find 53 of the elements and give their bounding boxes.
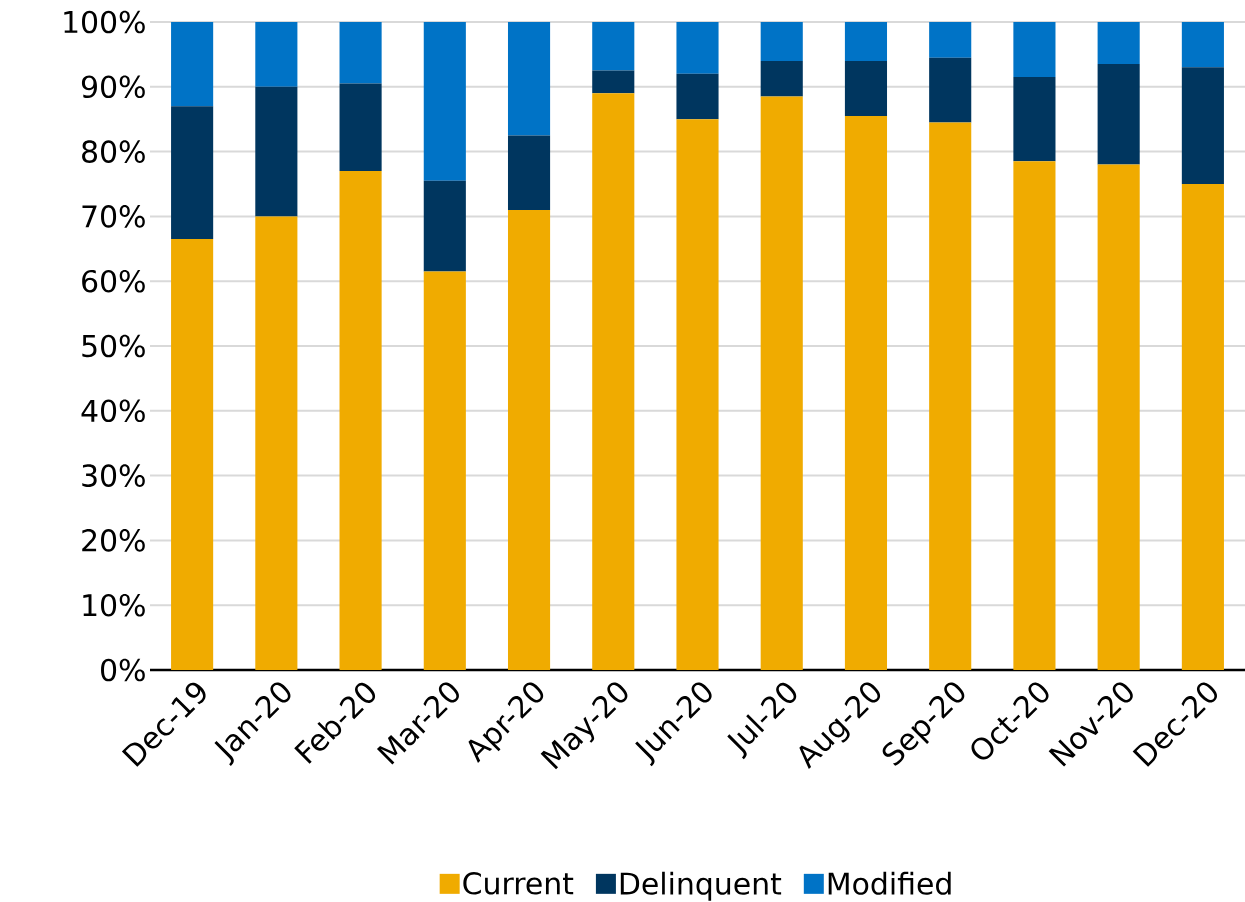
bar (339, 83, 382, 172)
y-tick-label: 90% (81, 75, 145, 99)
y-tick-label: 20% (82, 529, 145, 552)
bar (929, 122, 972, 670)
bar (592, 21, 635, 71)
legend-label: Delinquent (620, 871, 782, 901)
legend-label: Current (463, 872, 574, 895)
bar (423, 21, 466, 181)
y-tick-label: 50% (82, 334, 145, 358)
bar (423, 180, 466, 272)
bar (507, 21, 551, 136)
bar (844, 21, 888, 61)
y-tick-label: 10% (83, 593, 145, 617)
legend-label: Modified (828, 871, 951, 895)
bar (676, 119, 719, 670)
bar (760, 96, 803, 670)
y-tick-label: 60% (82, 269, 145, 293)
bar (1097, 164, 1140, 670)
bar (592, 93, 635, 670)
bar (760, 21, 803, 61)
bar (507, 209, 551, 670)
bar (844, 60, 888, 116)
bar (1097, 64, 1140, 165)
bar (171, 21, 214, 107)
y-tick-label: 80% (82, 140, 145, 163)
y-tick-label: 70% (82, 205, 145, 228)
bar (1181, 21, 1224, 68)
bar (171, 239, 214, 670)
y-tick-label: 30% (82, 464, 145, 487)
bar (339, 21, 382, 84)
bar (255, 216, 298, 670)
bar (929, 21, 972, 58)
bar (1097, 21, 1140, 65)
y-tick-label: 40% (81, 399, 145, 423)
bar (676, 21, 719, 74)
bar (676, 73, 719, 120)
bar (1181, 67, 1224, 184)
bar (929, 57, 972, 123)
bar (592, 70, 635, 94)
bar (255, 21, 298, 87)
y-tick-label: 0% (101, 658, 145, 682)
bar (844, 115, 888, 670)
bar (1013, 21, 1056, 78)
bar (171, 106, 214, 240)
bar (255, 86, 298, 217)
bar (507, 135, 551, 210)
bar (1013, 77, 1056, 162)
bar (423, 271, 466, 670)
bar (1181, 184, 1224, 670)
bar (339, 171, 382, 670)
bar (1013, 161, 1056, 670)
y-tick-label: 100% (64, 10, 145, 34)
bar (760, 60, 803, 97)
